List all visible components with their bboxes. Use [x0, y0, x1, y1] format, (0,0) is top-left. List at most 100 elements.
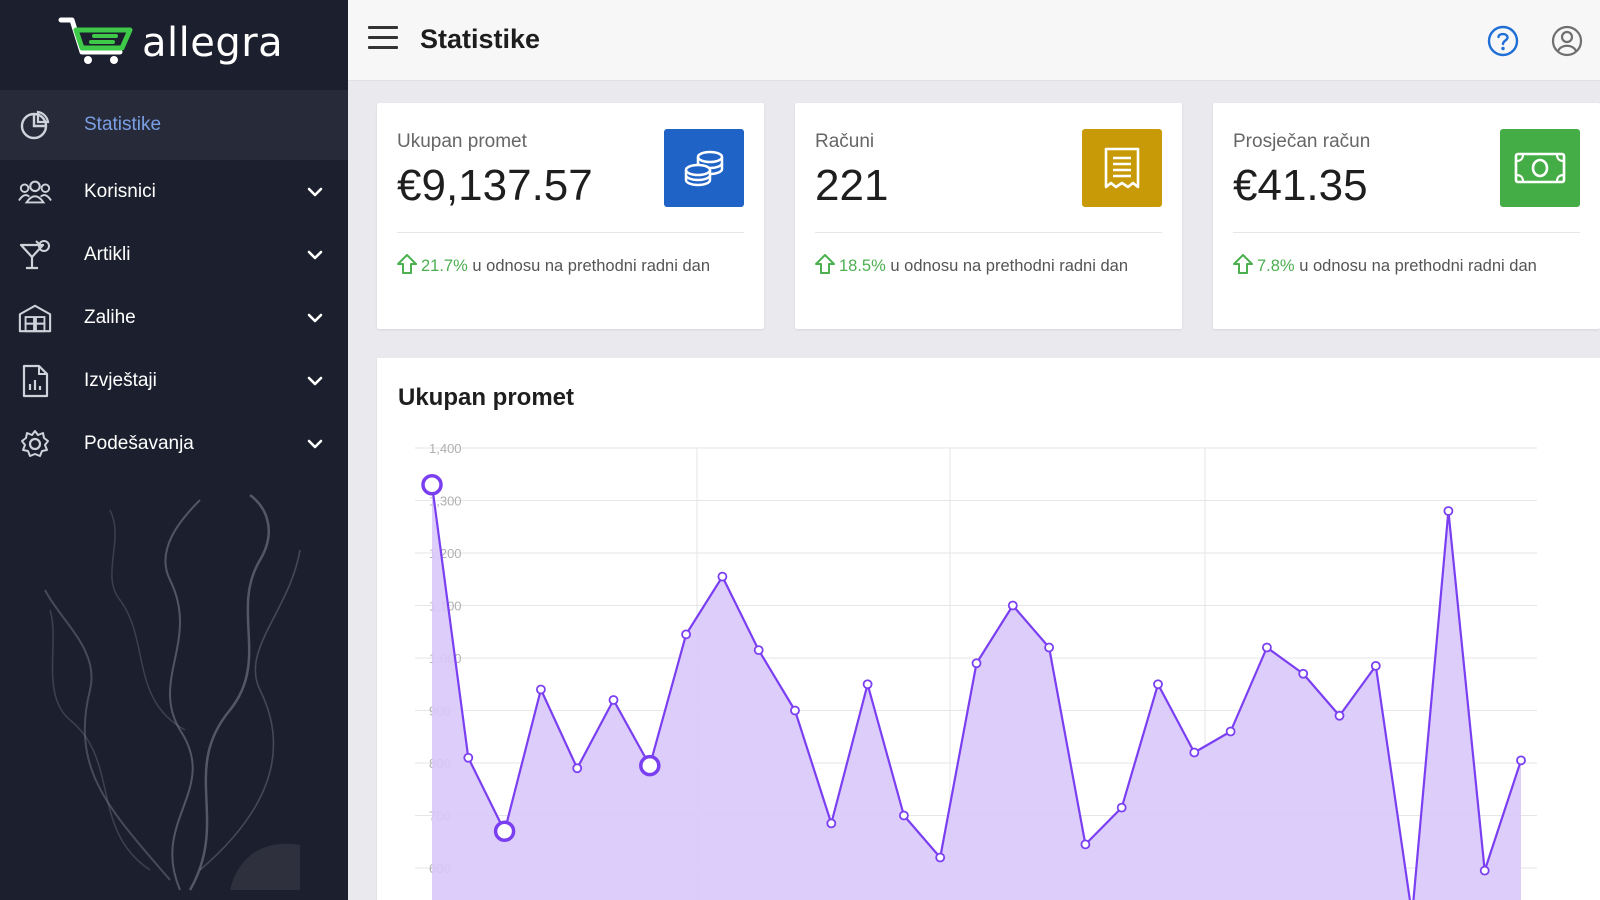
y-tick-label: 1,300 [429, 494, 462, 509]
chart-data-point [1370, 660, 1381, 671]
arrow-up-icon [815, 254, 835, 274]
change-description: u odnosu na prethodni radni dan [1299, 257, 1537, 275]
chart-data-point [463, 752, 474, 763]
chart-data-point [1153, 679, 1163, 690]
sidebar-item-label: Podešavanja [84, 432, 194, 454]
sidebar-item-label: Zalihe [84, 306, 136, 328]
chart-data-point [790, 705, 800, 716]
chart-title: Ukupan promet [398, 384, 575, 411]
change-percent: 18.5% [839, 257, 886, 275]
gear-icon [18, 427, 52, 461]
warehouse-icon [18, 301, 52, 335]
chevron-down-icon [307, 376, 323, 385]
card-divider [815, 232, 1162, 233]
y-tick-label: 1,400 [429, 441, 462, 456]
chart-data-point [1516, 755, 1526, 766]
chart-data-point [1479, 865, 1490, 876]
stat-card-ukupan-promet: Ukupan promet €9,137.57 21.7% u odnosu n… [377, 103, 764, 329]
coins-icon [684, 150, 724, 187]
arrow-up-icon [1233, 254, 1253, 274]
page-title: Statistike [420, 24, 541, 54]
user-account-icon[interactable] [1550, 24, 1584, 58]
chart-data-point [717, 571, 728, 582]
card-label: Računi [815, 131, 875, 152]
card-change-text: 7.8% u odnosu na prethodni radni dan [1233, 251, 1584, 281]
change-description: u odnosu na prethodni radni dan [890, 257, 1128, 275]
change-percent: 7.8% [1257, 257, 1295, 275]
top-header: Statistike [348, 0, 1600, 81]
users-icon [18, 175, 52, 209]
chevron-down-icon [307, 187, 323, 196]
help-icon[interactable] [1486, 24, 1520, 58]
card-value: €41.35 [1233, 161, 1368, 210]
sidebar-item-zalihe[interactable]: Zalihe [0, 286, 348, 349]
card-icon-box [1082, 129, 1162, 207]
card-label: Prosječan račun [1233, 131, 1371, 152]
chart-data-point [1007, 600, 1018, 611]
chart-data-point [681, 629, 692, 640]
chart-data-point [1044, 642, 1054, 653]
receipt-icon [1104, 147, 1140, 189]
pie-chart-icon [18, 108, 52, 142]
chart-area-fill [432, 484, 1521, 900]
chart-data-point [1080, 839, 1091, 850]
chart-data-point [1189, 747, 1200, 758]
chart-data-point [971, 658, 982, 669]
change-percent: 21.7% [421, 257, 468, 275]
sidebar-item-artikli[interactable]: Artikli [0, 223, 348, 286]
chart-data-point [1225, 726, 1236, 737]
report-icon [18, 364, 52, 398]
chart-data-point [826, 818, 837, 829]
chart-data-point [493, 820, 516, 842]
chart-data-point [639, 754, 661, 777]
card-divider [397, 232, 744, 233]
card-icon-box [664, 129, 744, 207]
chevron-down-icon [307, 313, 323, 322]
card-label: Ukupan promet [397, 131, 527, 152]
chart-data-point [608, 695, 619, 705]
arrow-up-icon [397, 254, 417, 274]
card-value: €9,137.57 [397, 161, 593, 210]
banknote-icon [1514, 152, 1566, 184]
smoke-background-image [44, 494, 301, 891]
sidebar-item-korisnici[interactable]: Korisnici [0, 160, 348, 223]
card-divider [1233, 232, 1580, 233]
sidebar-item-label: Statistike [84, 114, 162, 135]
chart-data-point [535, 684, 546, 695]
chart-data-point [1116, 802, 1127, 813]
chart-data-point [753, 645, 764, 656]
chevron-down-icon [307, 250, 323, 259]
change-description: u odnosu na prethodni radni dan [472, 257, 710, 275]
sidebar-item-izvjestaji[interactable]: Izvještaji [0, 349, 348, 412]
stat-card-racuni: Računi 221 18.5% u odnosu na prethodni r… [795, 103, 1182, 329]
sidebar-item-podesavanja[interactable]: Podešavanja [0, 412, 348, 475]
chart-data-point [572, 763, 583, 774]
sidebar-item-label: Korisnici [84, 180, 156, 202]
sidebar-item-label: Izvještaji [84, 369, 157, 391]
sidebar-item-label: Artikli [84, 243, 131, 265]
menu-toggle-button[interactable] [368, 26, 398, 52]
chart-data-point [862, 679, 873, 690]
sidebar: allegra Statistike Korisnici Artikli [0, 0, 348, 900]
chart-data-point [935, 852, 946, 863]
stat-card-prosjecan-racun: Prosječan račun €41.35 7.8% u odnosu na … [1213, 103, 1600, 329]
hamburger-line [368, 46, 398, 49]
chart-data-point [1262, 642, 1272, 653]
chart-data-point [1334, 710, 1345, 721]
chart-data-point [1443, 506, 1454, 516]
card-change-text: 21.7% u odnosu na prethodni radni dan [397, 251, 748, 281]
sidebar-item-statistike[interactable]: Statistike [0, 90, 348, 160]
card-change-text: 18.5% u odnosu na prethodni radni dan [815, 251, 1166, 281]
chart-data-point [1298, 668, 1309, 679]
shopping-cart-icon [58, 17, 133, 64]
chart-data-point [421, 474, 443, 496]
card-icon-box [1500, 129, 1580, 207]
sidebar-nav: Statistike Korisnici Artikli Zalihe [0, 90, 348, 475]
card-value: 221 [815, 161, 889, 210]
brand-name: allegra [142, 20, 284, 66]
brand-logo[interactable]: allegra [58, 10, 283, 72]
cocktail-icon [18, 238, 52, 272]
hamburger-line [368, 26, 398, 29]
